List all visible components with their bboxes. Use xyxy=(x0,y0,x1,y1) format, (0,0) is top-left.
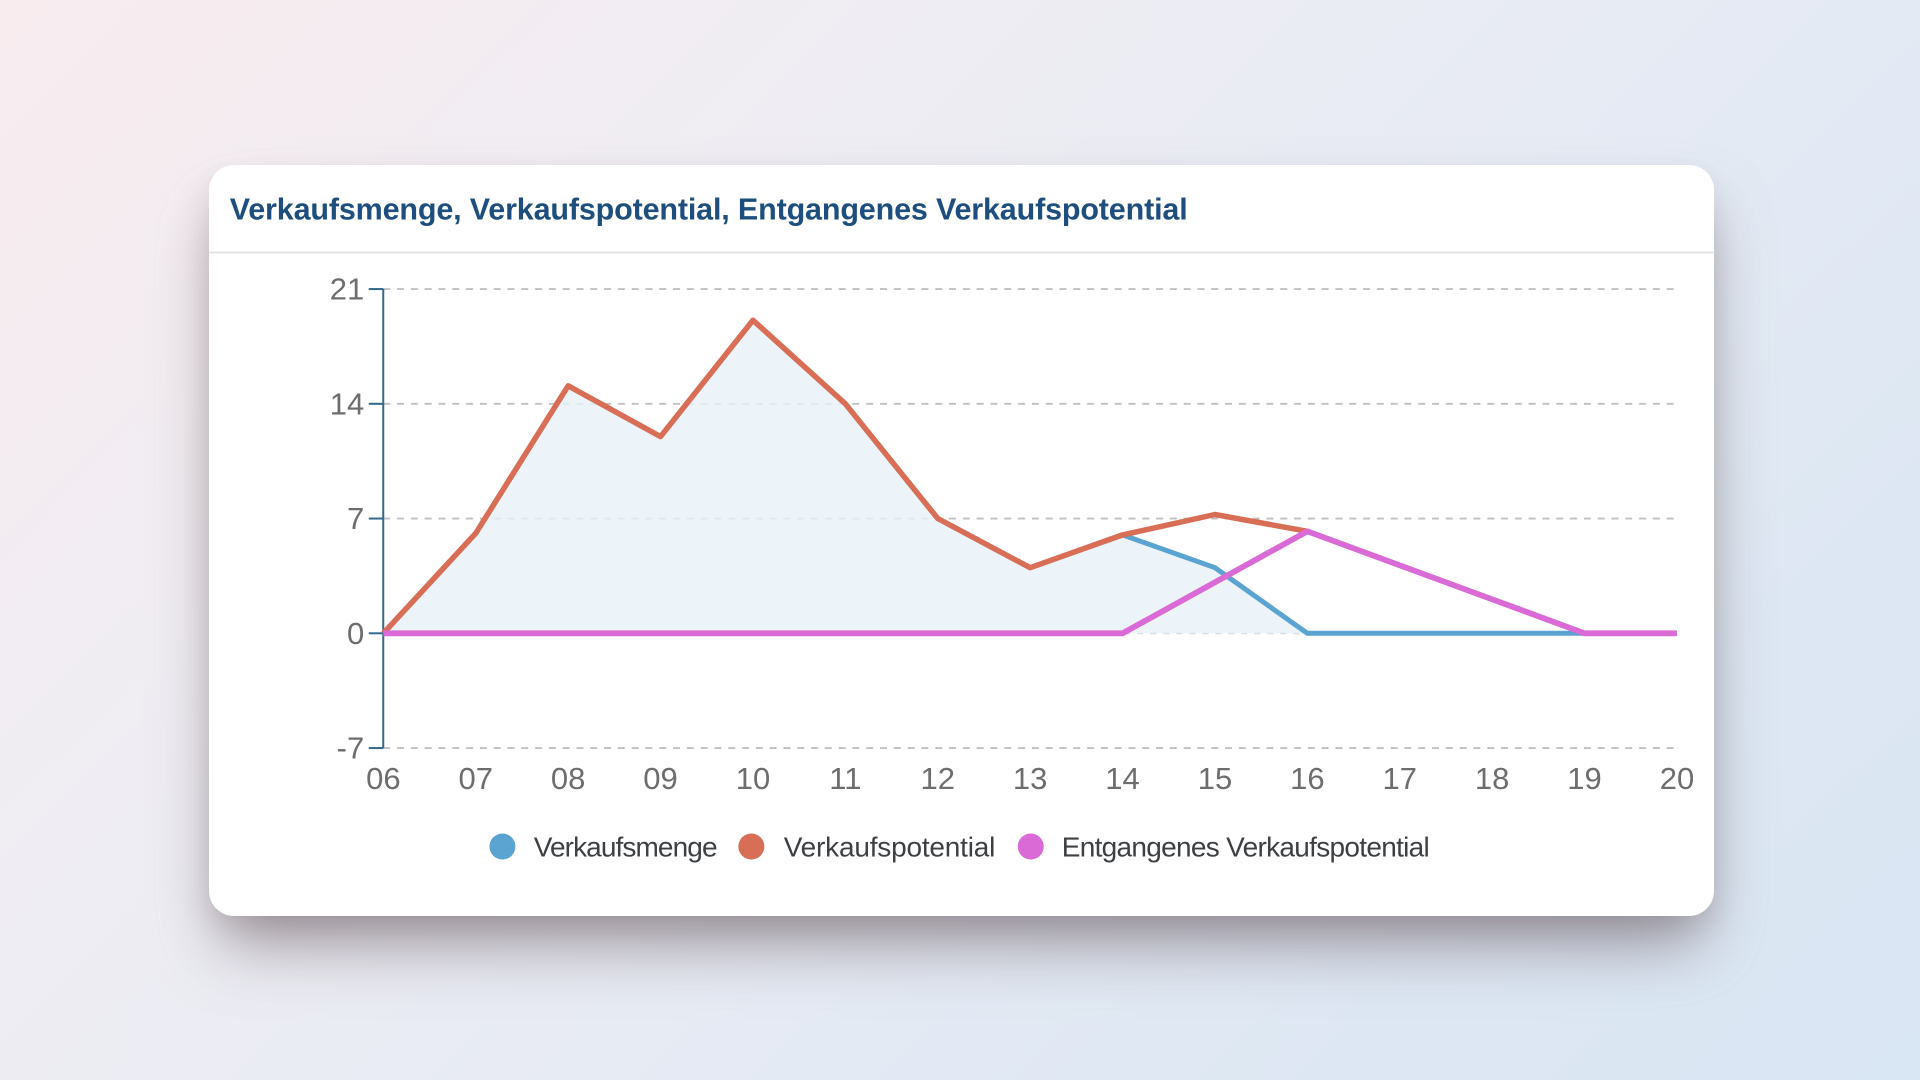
svg-text:-7: -7 xyxy=(336,731,364,766)
svg-text:13: 13 xyxy=(1012,761,1046,796)
svg-text:09: 09 xyxy=(643,761,677,796)
svg-text:07: 07 xyxy=(458,761,492,796)
svg-text:15: 15 xyxy=(1197,761,1231,796)
svg-text:Verkaufsmenge, Verkaufspotenti: Verkaufsmenge, Verkaufspotential, Entgan… xyxy=(229,192,1187,226)
svg-text:Verkaufsmenge: Verkaufsmenge xyxy=(533,832,716,863)
svg-text:0: 0 xyxy=(347,616,364,651)
svg-text:14: 14 xyxy=(329,386,363,421)
svg-text:10: 10 xyxy=(735,761,769,796)
svg-text:19: 19 xyxy=(1567,761,1601,796)
svg-text:7: 7 xyxy=(347,501,364,536)
svg-text:06: 06 xyxy=(366,761,400,796)
svg-text:17: 17 xyxy=(1382,761,1416,796)
svg-text:11: 11 xyxy=(829,761,861,796)
svg-text:18: 18 xyxy=(1474,761,1508,796)
svg-text:21: 21 xyxy=(329,272,363,307)
svg-text:12: 12 xyxy=(920,761,954,796)
svg-text:20: 20 xyxy=(1659,761,1693,796)
svg-text:08: 08 xyxy=(550,761,584,796)
svg-text:14: 14 xyxy=(1105,761,1139,796)
svg-text:Verkaufspotential: Verkaufspotential xyxy=(783,832,994,863)
svg-text:16: 16 xyxy=(1290,761,1324,796)
svg-text:Entgangenes Verkaufspotential: Entgangenes Verkaufspotential xyxy=(1061,832,1428,863)
